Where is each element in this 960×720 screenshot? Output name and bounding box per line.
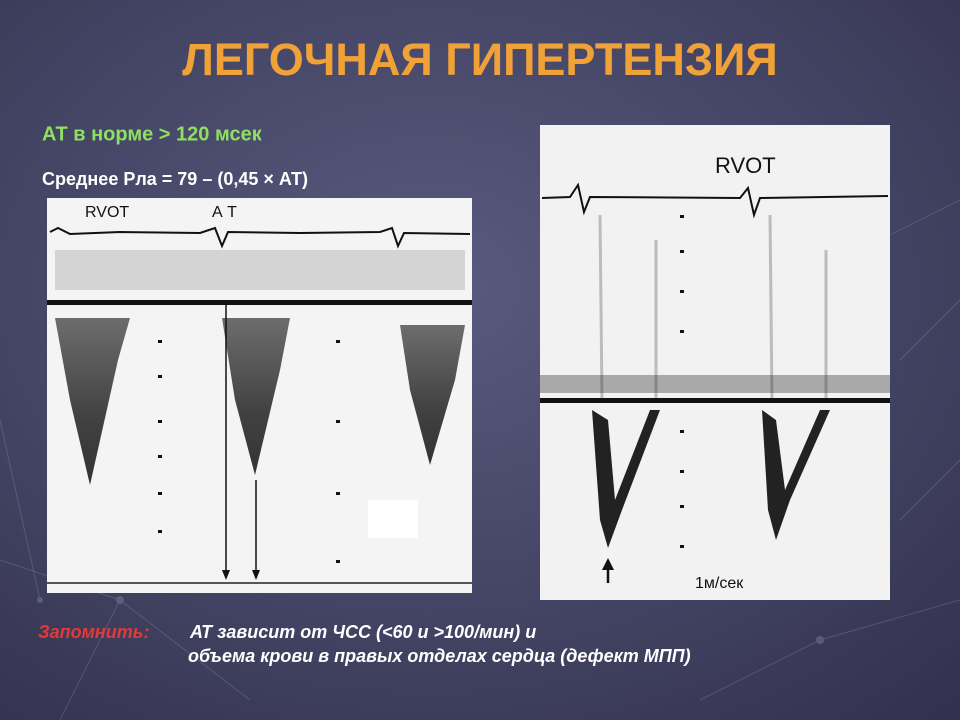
right-doppler: RVOT 1м/сек (540, 125, 890, 600)
norm: АТ в норме > 120 мсек (42, 123, 263, 145)
image-label: RVOT (85, 204, 129, 221)
note-label: Запомнить: (38, 622, 149, 642)
left-doppler: RVOT А Т (47, 198, 472, 593)
note-text: объема крови в правых отделах сердца (де… (188, 646, 691, 666)
note-text: АТ зависит от ЧСС (<60 и >100/мин) и (189, 622, 536, 642)
formula: Среднее Рла = 79 – (0,45 × АТ) (42, 169, 308, 189)
title: ЛЕГОЧНАЯ ГИПЕРТЕНЗИЯ (182, 34, 777, 85)
image-label: 1м/сек (695, 575, 744, 592)
image-label: RVOT (715, 153, 776, 178)
image-label: А Т (212, 204, 237, 221)
network-pattern (0, 199, 960, 720)
